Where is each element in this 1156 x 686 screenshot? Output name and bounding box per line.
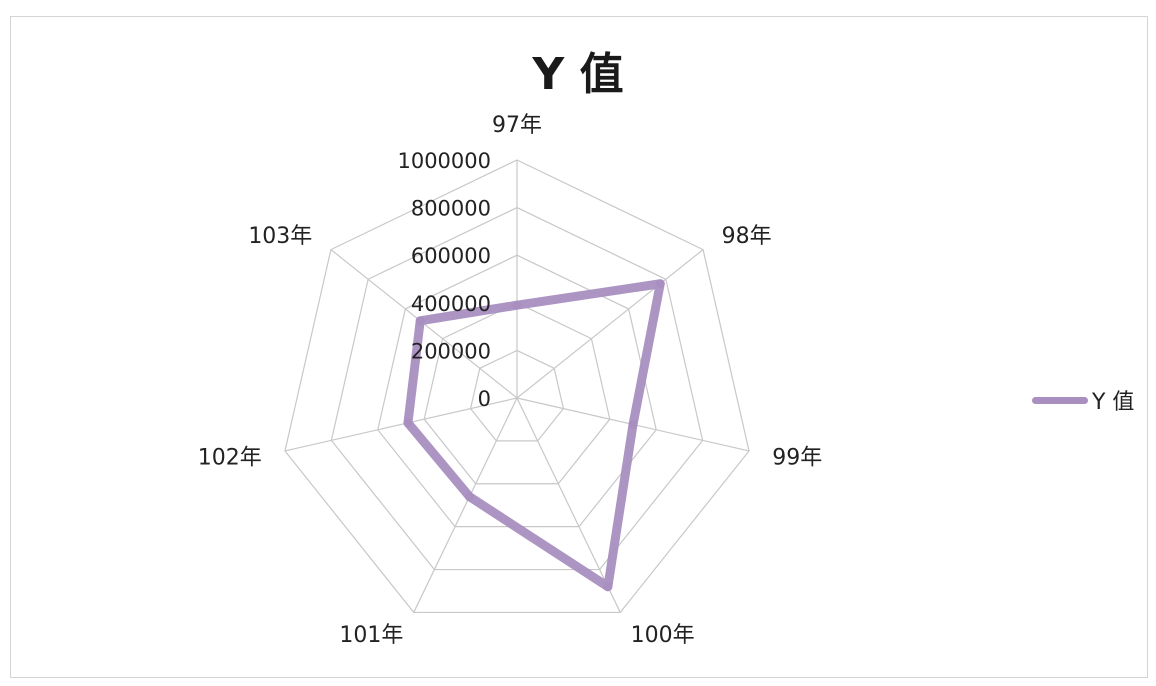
- data-point: [415, 316, 425, 326]
- legend: Y 值: [1032, 384, 1134, 416]
- data-point: [512, 300, 522, 310]
- data-point: [628, 419, 638, 429]
- grid-spoke: [516, 249, 704, 399]
- legend-swatch: [1032, 396, 1088, 404]
- category-label: 97年: [492, 113, 542, 138]
- grid-ring: [284, 159, 750, 614]
- grid-ring: [330, 206, 704, 571]
- grid-spoke: [516, 397, 621, 613]
- radar-grid: [284, 159, 750, 614]
- grid-ring: [469, 349, 565, 442]
- tick-label: 200000: [411, 339, 491, 363]
- tick-label: 600000: [411, 244, 491, 268]
- tick-label: 1000000: [397, 149, 491, 173]
- tick-label: 800000: [411, 197, 491, 221]
- category-label: 100年: [631, 623, 695, 648]
- category-label: 98年: [722, 224, 772, 249]
- grid-spoke: [284, 397, 518, 452]
- grid-ring: [423, 302, 611, 485]
- grid-spoke: [413, 397, 518, 613]
- radar-series: [403, 279, 665, 592]
- legend-label: Y 值: [1092, 390, 1135, 415]
- category-label: 102年: [198, 445, 262, 470]
- data-point: [403, 418, 413, 428]
- category-label: 103年: [248, 224, 312, 249]
- category-label: 99年: [772, 445, 822, 470]
- data-point: [603, 582, 613, 592]
- tick-label: 0: [478, 387, 491, 411]
- series-line: [403, 279, 665, 592]
- data-point: [655, 279, 665, 289]
- chart-title: Y 值: [532, 49, 624, 100]
- category-label: 101年: [339, 623, 403, 648]
- tick-label: 400000: [411, 292, 491, 316]
- data-point: [464, 492, 474, 502]
